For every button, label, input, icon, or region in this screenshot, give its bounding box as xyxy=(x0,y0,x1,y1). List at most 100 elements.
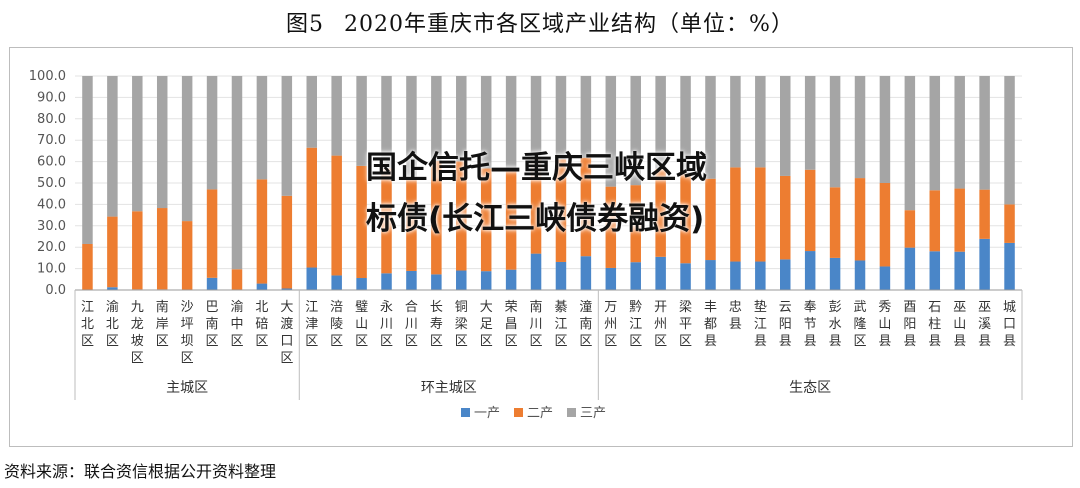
bar-segment xyxy=(555,261,567,290)
bar-segment xyxy=(804,76,816,170)
x-tick-label: 武隆区 xyxy=(854,300,867,349)
bar-segment xyxy=(605,76,617,187)
x-tick-label: 石柱县 xyxy=(928,300,941,349)
bar-segment xyxy=(431,76,442,161)
bar-segment xyxy=(82,76,93,244)
group-label: 生态区 xyxy=(789,380,831,396)
bar-segment xyxy=(804,169,816,252)
y-tick-label: 50.0 xyxy=(37,176,66,191)
bar-segment xyxy=(655,169,666,257)
bar-segment xyxy=(156,76,168,209)
bar-segment xyxy=(804,251,816,290)
source-note: 资料来源：联合资信根据公开资料整理 xyxy=(4,462,277,481)
x-tick-label: 开州区 xyxy=(654,300,667,349)
x-tick-label: 垫江县 xyxy=(754,299,767,349)
bar-segment xyxy=(730,76,741,168)
bar-segment xyxy=(480,76,492,169)
x-tick-label: 彭水县 xyxy=(829,300,842,349)
bar-segment xyxy=(206,76,218,190)
x-tick-label: 璧山区 xyxy=(355,299,368,349)
bar-segment xyxy=(580,157,592,257)
bar-segment xyxy=(954,251,965,290)
x-tick-label: 秀山县 xyxy=(878,300,891,349)
bar-segment xyxy=(530,159,542,254)
bar-segment xyxy=(755,167,766,262)
x-tick-label: 南岸区 xyxy=(156,299,169,349)
bar-segment xyxy=(979,189,990,239)
bar-segment xyxy=(356,278,367,290)
bar-segment xyxy=(829,187,841,258)
bar-segment xyxy=(954,76,965,189)
bar-segment xyxy=(281,288,293,290)
bar-segment xyxy=(431,160,442,275)
x-tick-label: 南川区 xyxy=(530,299,543,349)
bar-segment xyxy=(456,270,467,290)
bar-segment xyxy=(356,165,367,279)
bar-segment xyxy=(480,168,492,272)
bar-segment xyxy=(181,221,193,290)
bar-segment xyxy=(406,270,417,290)
watermark-text: 国企信托—重庆三峡区域标债(长江三峡债券融资) xyxy=(366,150,707,237)
bar-segment xyxy=(107,216,118,288)
group-label: 环主城区 xyxy=(421,380,477,396)
bar-segment xyxy=(705,178,716,261)
chart-title: 图5 2020年重庆市各区域产业结构（单位：%） xyxy=(0,6,1080,38)
x-tick-label: 永川区 xyxy=(380,300,393,349)
bar-segment xyxy=(107,287,118,290)
bar-segment xyxy=(655,256,666,290)
bar-segment xyxy=(904,247,916,290)
legend-swatch xyxy=(514,408,523,417)
bar-segment xyxy=(755,261,766,290)
x-tick-label: 北碚区 xyxy=(255,300,268,349)
bar-segment xyxy=(829,257,841,290)
bar-segment xyxy=(456,76,467,162)
bar-segment xyxy=(630,76,641,186)
bar-segment xyxy=(630,262,641,290)
y-tick-label: 60.0 xyxy=(37,155,66,170)
bar-segment xyxy=(331,155,342,276)
bar-segment xyxy=(381,168,392,274)
bar-segment xyxy=(530,253,542,290)
bar-segment xyxy=(705,76,716,179)
x-tick-label: 巫溪县 xyxy=(978,300,991,349)
bar-segment xyxy=(1004,204,1015,243)
x-tick-label: 荣昌区 xyxy=(505,300,518,349)
bar-segment xyxy=(530,76,542,160)
bar-segment xyxy=(705,260,716,290)
y-tick-label: 20.0 xyxy=(37,240,66,255)
bar-segment xyxy=(206,277,218,290)
x-tick-label: 巫山县 xyxy=(953,300,966,349)
bar-segment xyxy=(306,147,317,268)
x-tick-label: 大足区 xyxy=(480,300,493,349)
y-tick-label: 80.0 xyxy=(37,112,66,127)
bar-segment xyxy=(555,159,567,262)
bar-segment xyxy=(780,76,791,176)
x-tick-label: 云阳县 xyxy=(779,300,792,349)
bar-segment xyxy=(107,76,118,217)
x-tick-label: 沙坪坝区 xyxy=(181,300,194,366)
bar-segment xyxy=(879,266,891,290)
bar-segment xyxy=(904,76,916,211)
x-tick-label: 城口县 xyxy=(1003,300,1016,349)
bar-segment xyxy=(780,175,791,260)
figure-number: 图5 xyxy=(286,12,325,37)
x-tick-label: 铜梁区 xyxy=(455,300,468,349)
bar-segment xyxy=(156,208,168,290)
legend-swatch xyxy=(567,408,576,417)
bar-segment xyxy=(256,179,268,284)
bar-segment xyxy=(954,188,965,252)
bar-segment xyxy=(854,76,866,179)
x-tick-label: 梁平区 xyxy=(679,300,692,349)
bar-segment xyxy=(755,76,766,168)
y-tick-label: 90.0 xyxy=(37,90,66,105)
bar-segment xyxy=(356,76,367,166)
x-tick-label: 潼南区 xyxy=(579,299,592,349)
x-tick-label: 涪陵区 xyxy=(330,300,343,349)
bar-segment xyxy=(132,211,143,290)
bar-segment xyxy=(555,76,567,160)
bar-segment xyxy=(580,76,592,158)
chart-frame xyxy=(9,47,1073,447)
bar-segment xyxy=(406,176,417,271)
bar-segment xyxy=(331,76,342,156)
